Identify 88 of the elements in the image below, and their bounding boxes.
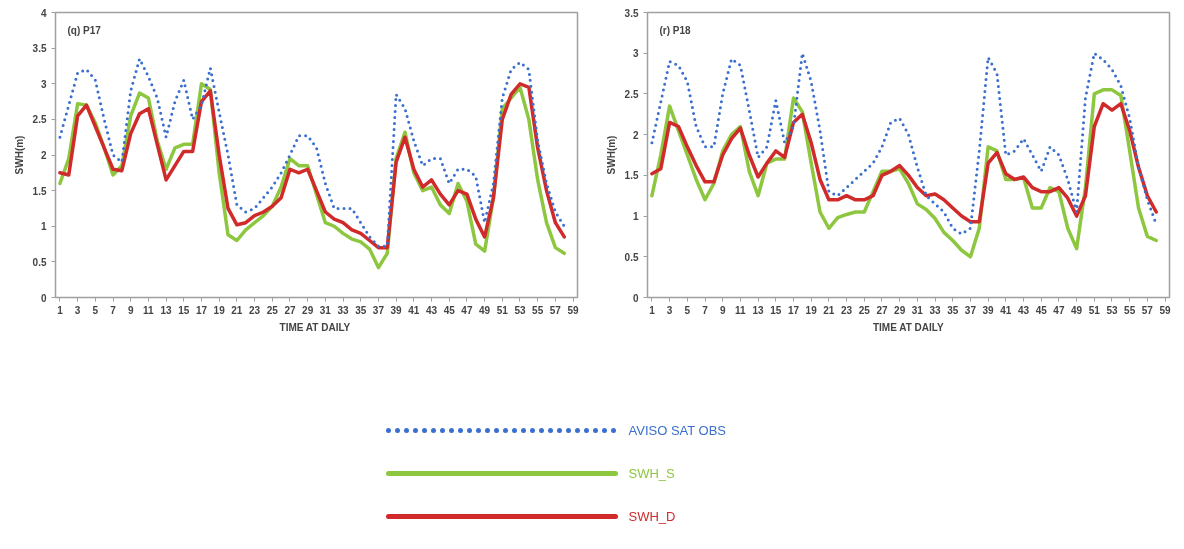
x-tick-label: 43 <box>1017 304 1030 316</box>
x-tick-label: 31 <box>911 304 924 316</box>
x-tick-label: 41 <box>1000 304 1012 316</box>
x-tick-label: 45 <box>443 304 456 316</box>
x-tick-label: 23 <box>841 304 853 316</box>
y-tick-label: 4 <box>40 7 47 19</box>
x-tick-label: 27 <box>876 304 888 316</box>
x-tick-label: 49 <box>1071 304 1083 316</box>
x-tick-label: 9 <box>719 304 726 316</box>
x-tick-label: 17 <box>787 304 800 316</box>
y-tick-label: 0 <box>40 292 47 304</box>
x-tick-label: 57 <box>549 304 562 316</box>
y-tick-label: 3 <box>632 48 639 60</box>
x-tick-label: 11 <box>735 304 747 316</box>
x-tick-label: 33 <box>929 304 942 316</box>
x-tick-label: 33 <box>337 304 350 316</box>
x-tick-label: 5 <box>684 304 691 316</box>
text: (q) P17 <box>67 24 102 36</box>
x-tick-label: 21 <box>231 304 243 316</box>
x-tick-label: 55 <box>532 304 544 316</box>
x-tick-label: 51 <box>496 304 509 316</box>
x-tick-label: 19 <box>213 304 226 316</box>
line-series <box>650 51 1158 236</box>
x-tick-label: 9 <box>127 304 134 316</box>
x-tick-label: 39 <box>390 304 403 316</box>
y-tick-label: 0.5 <box>624 251 639 263</box>
y-tick-label: 1 <box>632 211 639 223</box>
x-tick-label: 31 <box>319 304 332 316</box>
x-tick-label: 5 <box>92 304 99 316</box>
y-tick-label: 1 <box>40 221 47 233</box>
x-tick-label: 51 <box>1088 304 1101 316</box>
x-tick-label: 43 <box>425 304 438 316</box>
x-tick-label: 41 <box>408 304 420 316</box>
x-tick-label: 35 <box>355 304 367 316</box>
x-axis-title: TIME AT DAILY <box>279 321 351 333</box>
y-axis-title: SWH(m) <box>13 135 25 175</box>
text: AVISO SAT OBS <box>628 423 727 438</box>
x-tick-label: 29 <box>894 304 906 316</box>
x-tick-label: 3 <box>74 304 81 316</box>
y-tick-label: 0 <box>632 292 639 304</box>
x-tick-label: 59 <box>567 304 580 316</box>
y-tick-label: 3 <box>40 78 47 90</box>
y-tick-label: 2.5 <box>624 88 639 100</box>
x-axis-title: TIME AT DAILY <box>872 321 945 333</box>
x-tick-label: 13 <box>160 304 173 316</box>
text: SWH_S <box>628 466 676 481</box>
x-tick-label: 15 <box>770 304 782 316</box>
x-tick-label: 35 <box>947 304 959 316</box>
x-tick-label: 7 <box>702 304 709 316</box>
x-tick-label: 57 <box>1141 304 1154 316</box>
x-tick-label: 17 <box>195 304 208 316</box>
x-tick-label: 29 <box>302 304 314 316</box>
x-tick-label: 25 <box>266 304 279 316</box>
y-tick-label: 3.5 <box>32 43 47 55</box>
x-tick-label: 37 <box>372 304 385 316</box>
y-axis-title: SWH(m) <box>605 135 617 175</box>
text: (r) P18 <box>659 24 692 36</box>
y-tick-label: 0.5 <box>32 256 47 268</box>
x-tick-label: 1 <box>649 304 656 316</box>
x-tick-label: 27 <box>284 304 296 316</box>
x-tick-label: 21 <box>823 304 835 316</box>
x-tick-label: 39 <box>982 304 995 316</box>
x-tick-label: 49 <box>479 304 491 316</box>
x-tick-label: 53 <box>514 304 526 316</box>
x-tick-label: 25 <box>858 304 871 316</box>
x-tick-label: 19 <box>805 304 818 316</box>
x-tick-label: 7 <box>110 304 117 316</box>
x-tick-label: 13 <box>752 304 765 316</box>
x-tick-label: 37 <box>964 304 977 316</box>
x-tick-label: 45 <box>1035 304 1048 316</box>
x-tick-label: 11 <box>143 304 155 316</box>
line-series <box>650 101 1158 224</box>
text: SWH_D <box>628 509 676 524</box>
x-tick-label: 47 <box>1053 304 1065 316</box>
x-tick-label: 1 <box>57 304 64 316</box>
x-tick-label: 47 <box>461 304 473 316</box>
y-tick-label: 3.5 <box>624 7 639 19</box>
y-tick-label: 1.5 <box>624 170 639 182</box>
x-tick-label: 55 <box>1124 304 1136 316</box>
y-tick-label: 2 <box>40 150 47 161</box>
x-tick-label: 3 <box>666 304 673 316</box>
y-tick-label: 2.5 <box>32 114 47 126</box>
y-tick-label: 2 <box>632 129 639 141</box>
x-tick-label: 53 <box>1106 304 1118 316</box>
y-tick-label: 1.5 <box>32 185 47 197</box>
x-tick-label: 23 <box>249 304 261 316</box>
x-tick-label: 59 <box>1159 304 1172 316</box>
x-tick-label: 15 <box>178 304 190 316</box>
